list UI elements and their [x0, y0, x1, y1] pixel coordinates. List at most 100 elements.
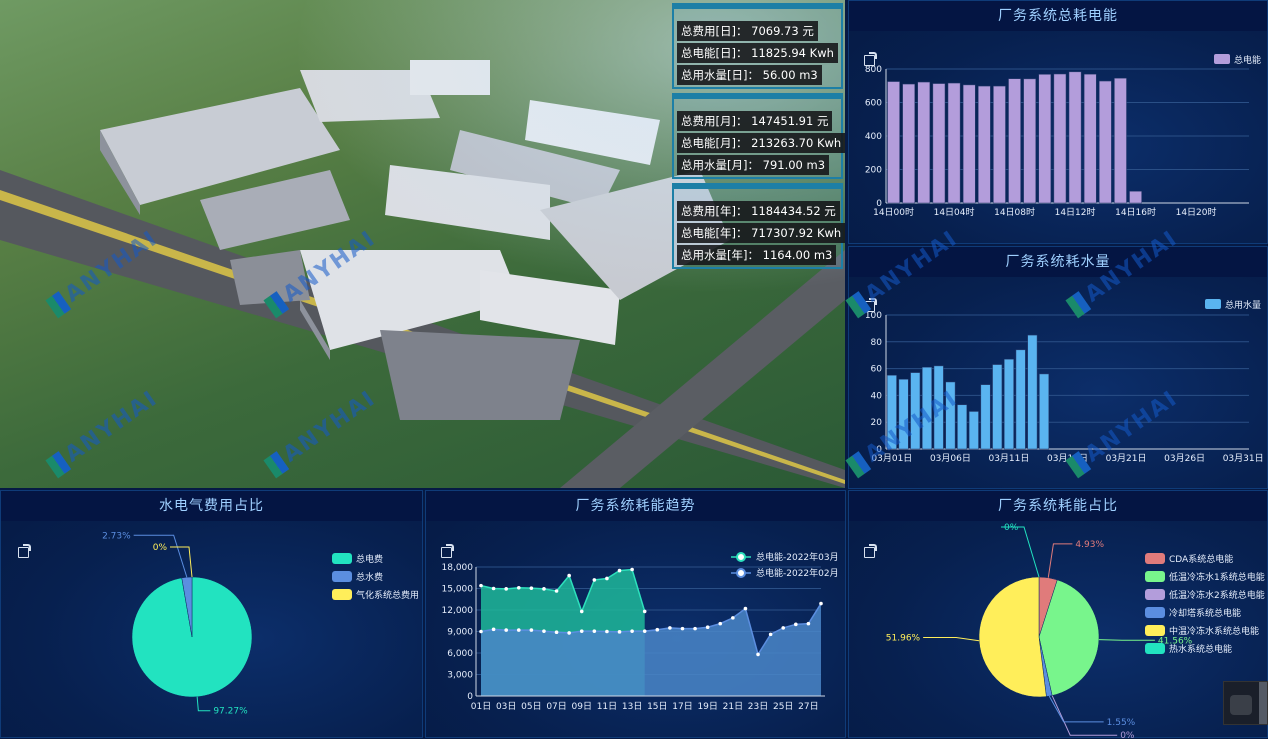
data-point	[491, 627, 496, 632]
legend-label: 热水系统总电能	[1169, 643, 1232, 655]
stat-item: 总电能[年]： 717307.92 Kwh	[677, 223, 846, 243]
export-icon[interactable]	[864, 52, 877, 66]
data-point	[630, 629, 634, 633]
y-tick-label: 600	[865, 99, 882, 109]
bar	[1099, 80, 1112, 204]
export-icon[interactable]	[441, 544, 454, 558]
stat-group: 总费用[月]： 147451.91 元总电能[月]： 213263.70 Kwh…	[672, 93, 846, 179]
legend-swatch	[1145, 553, 1165, 564]
data-point	[491, 586, 496, 591]
y-tick-label: 12,000	[442, 606, 474, 616]
y-tick-label: 800	[865, 65, 882, 75]
y-tick-label: 0	[467, 692, 473, 702]
bar	[962, 84, 976, 204]
x-tick-label: 03月21日	[1106, 453, 1147, 464]
legend-marker	[736, 568, 746, 578]
legend-swatch	[1214, 54, 1230, 64]
slice-label: 4.93%	[1075, 540, 1104, 550]
data-point	[756, 652, 760, 657]
slice-label: 97.27%	[213, 707, 248, 717]
x-tick-label: 13日	[622, 701, 642, 712]
x-tick-label: 19日	[697, 701, 717, 712]
bar	[1023, 78, 1036, 204]
label-leader-line	[196, 696, 211, 712]
data-point	[504, 587, 508, 591]
x-tick-label: 14日00时	[873, 206, 914, 218]
slice-label: 0%	[1004, 523, 1019, 533]
legend-label: 总电费	[356, 553, 383, 565]
widget-handle[interactable]	[1259, 682, 1267, 724]
export-icon[interactable]	[864, 298, 877, 312]
slice-label: 51.96%	[886, 634, 921, 644]
stat-item: 总用水量[日]： 56.00 m3	[677, 65, 822, 85]
data-point	[668, 626, 672, 630]
data-point	[655, 627, 660, 632]
y-tick-label: 400	[865, 132, 882, 142]
legend-swatch	[1145, 625, 1165, 636]
bar	[993, 85, 1006, 204]
data-point	[542, 629, 546, 633]
slice-label: 0%	[153, 543, 168, 553]
bar	[1053, 73, 1067, 204]
legend-label: 总电能-2022年03月	[756, 551, 839, 563]
bar	[1039, 373, 1050, 450]
data-point	[579, 629, 584, 633]
data-point	[617, 568, 622, 573]
y-tick-label: 9,000	[447, 628, 473, 638]
x-tick-label: 14日04时	[934, 206, 975, 218]
water-bar-chart: 0 20 40 60 80 100 03月01日 03月06日 03月11日 03月16日 03月2…	[865, 299, 1264, 464]
label-leader-line	[133, 534, 188, 578]
x-tick-label: 27日	[798, 701, 818, 712]
slice-label: 41.56%	[1158, 636, 1193, 646]
data-point	[642, 629, 647, 633]
bar	[1068, 71, 1082, 204]
stat-item: 总费用[月]： 147451.91 元	[677, 111, 833, 131]
x-tick-label: 03月01日	[871, 453, 912, 464]
power-panel: 厂务系统总耗电能 0 200 400 600 800 14日00时 14日04时 14日08时…	[848, 0, 1268, 244]
export-icon[interactable]	[864, 544, 877, 558]
bar	[902, 83, 915, 204]
data-point	[630, 567, 634, 572]
data-point	[479, 629, 483, 634]
label-leader-line	[1098, 639, 1155, 641]
x-tick-label: 11日	[597, 701, 617, 712]
data-point	[605, 576, 609, 581]
data-point	[693, 626, 697, 631]
data-point	[504, 628, 508, 632]
label-leader-line	[1047, 543, 1073, 578]
stat-group: 总费用[日]： 7069.73 元总电能[日]： 11825.94 Kwh 总用水…	[672, 3, 843, 89]
ratio-panel-title: 厂务系统耗能占比	[849, 491, 1267, 521]
data-point	[542, 587, 546, 591]
y-tick-label: 3,000	[447, 671, 473, 681]
data-point	[617, 630, 622, 634]
data-point	[781, 626, 786, 630]
y-tick-label: 40	[871, 391, 883, 401]
trend-panel-title: 厂务系统耗能趋势	[426, 491, 845, 521]
ratio-pie-chart: 4.93% CDA系统总电能 41.56% 低温冷冻水1系统总电能 0% 低温冷冻水2系统…	[886, 523, 1265, 739]
legend-label: CDA系统总电能	[1169, 553, 1233, 565]
floating-widget[interactable]	[1223, 681, 1268, 725]
x-tick-label: 21日	[723, 701, 743, 712]
power-bar-chart: 0 200 400 600 800 14日00时 14日04时 14日08时 14日12时 14日…	[865, 54, 1261, 218]
export-icon[interactable]	[18, 544, 31, 558]
pie-slice	[1038, 579, 1100, 696]
bar	[932, 83, 946, 204]
x-tick-label: 09日	[572, 701, 592, 712]
stat-group: 总费用[年]： 1184434.52 元总电能[年]： 717307.92 Kw…	[672, 183, 846, 269]
x-tick-label: 03月26日	[1164, 453, 1205, 464]
legend-label: 气化系统总费用	[356, 589, 419, 601]
power-panel-title: 厂务系统总耗电能	[849, 1, 1267, 31]
legend-label: 中温冷冻水系统总电能	[1169, 625, 1259, 637]
bar	[1129, 191, 1142, 204]
stat-item: 总电能[月]： 213263.70 Kwh	[677, 133, 846, 153]
pie-slice	[978, 576, 1047, 698]
data-point	[819, 601, 823, 606]
water-panel: 厂务系统耗水量 0 20 40 60 80 100 03月01日 03月06日 03月11日 03…	[848, 246, 1268, 489]
data-point	[567, 631, 571, 635]
ratio-panel: 厂务系统耗能占比 4.93% CDA系统总电能 41.56% 低温冷冻水1系统总电能 0…	[848, 490, 1268, 739]
legend-swatch	[1145, 571, 1165, 582]
label-leader-line	[923, 637, 980, 642]
y-tick-label: 100	[865, 311, 882, 321]
x-tick-label: 17日	[672, 701, 692, 712]
y-tick-label: 80	[871, 338, 883, 348]
